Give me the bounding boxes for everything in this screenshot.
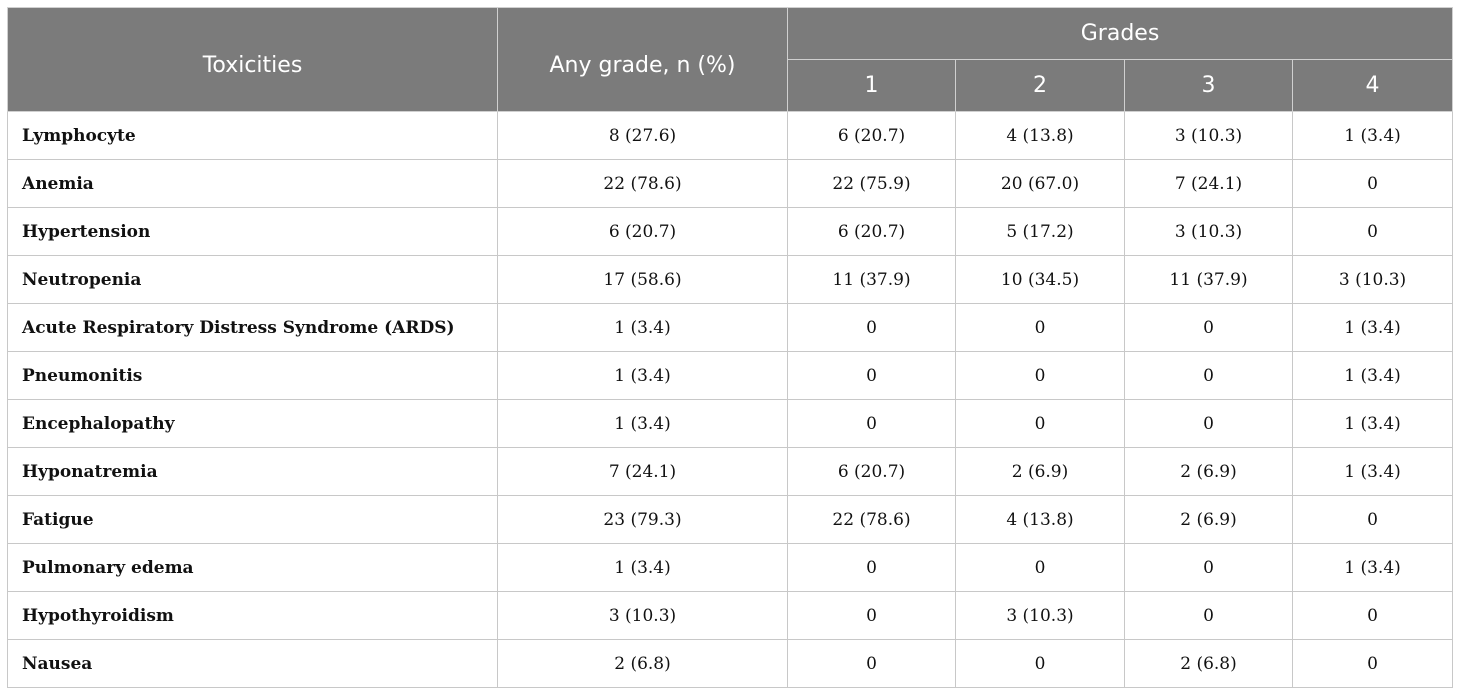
grade-3-cell: 0 <box>1124 399 1293 448</box>
toxicity-name-cell: Pulmonary edema <box>7 543 498 592</box>
grade-2-cell: 3 (10.3) <box>955 591 1125 640</box>
grade-1-cell: 11 (37.9) <box>787 255 956 304</box>
grade-3-cell: 0 <box>1124 543 1293 592</box>
any-grade-cell: 1 (3.4) <box>497 399 788 448</box>
header-any-grade: Any grade, n (%) <box>497 7 788 112</box>
toxicity-name-cell: Hypothyroidism <box>7 591 498 640</box>
grade-3-cell: 3 (10.3) <box>1124 207 1293 256</box>
grade-2-cell: 0 <box>955 351 1125 400</box>
any-grade-cell: 6 (20.7) <box>497 207 788 256</box>
grade-4-cell: 0 <box>1291 495 1454 544</box>
grade-4-cell: 0 <box>1291 591 1454 640</box>
grade-4-cell: 1 (3.4) <box>1291 111 1454 160</box>
any-grade-cell: 17 (58.6) <box>497 255 788 304</box>
toxicity-name-cell: Hyponatremia <box>7 447 498 496</box>
header-grade-1: 1 <box>787 59 956 112</box>
any-grade-cell: 7 (24.1) <box>497 447 788 496</box>
grade-4-cell: 1 (3.4) <box>1291 543 1454 592</box>
table-row: Acute Respiratory Distress Syndrome (ARD… <box>7 303 1454 352</box>
toxicity-name-cell: Acute Respiratory Distress Syndrome (ARD… <box>7 303 498 352</box>
grade-1-cell: 0 <box>787 543 956 592</box>
table-row: Nausea 2 (6.8) 0 0 2 (6.8) 0 <box>7 639 1454 688</box>
grade-2-cell: 4 (13.8) <box>955 111 1125 160</box>
table-row: Hyponatremia 7 (24.1) 6 (20.7) 2 (6.9) 2 (6.… <box>7 447 1454 496</box>
grade-1-cell: 22 (78.6) <box>787 495 956 544</box>
any-grade-cell: 1 (3.4) <box>497 543 788 592</box>
table-row: Neutropenia 17 (58.6) 11 (37.9) 10 (34.5) 11… <box>7 255 1454 304</box>
table-row: Fatigue 23 (79.3) 22 (78.6) 4 (13.8) 2 (6.9)… <box>7 495 1454 544</box>
any-grade-cell: 22 (78.6) <box>497 159 788 208</box>
grade-1-cell: 22 (75.9) <box>787 159 956 208</box>
table-row: Encephalopathy 1 (3.4) 0 0 0 1 (3.4) <box>7 399 1454 448</box>
toxicity-name-cell: Nausea <box>7 639 498 688</box>
grade-2-cell: 5 (17.2) <box>955 207 1125 256</box>
grade-2-cell: 20 (67.0) <box>955 159 1125 208</box>
grade-4-cell: 1 (3.4) <box>1291 351 1454 400</box>
any-grade-cell: 23 (79.3) <box>497 495 788 544</box>
grade-2-cell: 0 <box>955 639 1125 688</box>
toxicity-name-cell: Fatigue <box>7 495 498 544</box>
grade-2-cell: 2 (6.9) <box>955 447 1125 496</box>
toxicity-name-cell: Pneumonitis <box>7 351 498 400</box>
grade-3-cell: 11 (37.9) <box>1124 255 1293 304</box>
toxicity-name-cell: Hypertension <box>7 207 498 256</box>
toxicity-table-container: Toxicities Any grade, n (%) Grades 1 2 3… <box>7 7 1454 688</box>
grade-3-cell: 3 (10.3) <box>1124 111 1293 160</box>
grade-1-cell: 6 (20.7) <box>787 447 956 496</box>
grade-1-cell: 0 <box>787 639 956 688</box>
grade-4-cell: 0 <box>1291 207 1454 256</box>
header-grade-4: 4 <box>1291 59 1454 112</box>
grade-3-cell: 2 (6.9) <box>1124 447 1293 496</box>
any-grade-cell: 8 (27.6) <box>497 111 788 160</box>
any-grade-cell: 2 (6.8) <box>497 639 788 688</box>
grade-1-cell: 6 (20.7) <box>787 207 956 256</box>
grade-2-cell: 4 (13.8) <box>955 495 1125 544</box>
header-toxicities: Toxicities <box>7 7 498 112</box>
header-grades: Grades <box>786 7 1454 60</box>
grade-4-cell: 1 (3.4) <box>1291 303 1454 352</box>
table-body: Lymphocyte 8 (27.6) 6 (20.7) 4 (13.8) 3 (10.… <box>7 111 1454 688</box>
grade-2-cell: 0 <box>955 543 1125 592</box>
any-grade-cell: 1 (3.4) <box>497 351 788 400</box>
grade-3-cell: 2 (6.9) <box>1124 495 1293 544</box>
table-row: Anemia 22 (78.6) 22 (75.9) 20 (67.0) 7 (24.1… <box>7 159 1454 208</box>
grade-1-cell: 0 <box>787 303 956 352</box>
grade-3-cell: 0 <box>1124 351 1293 400</box>
grade-4-cell: 1 (3.4) <box>1291 399 1454 448</box>
grade-3-cell: 0 <box>1124 591 1293 640</box>
grade-4-cell: 0 <box>1291 639 1454 688</box>
table-row: Pneumonitis 1 (3.4) 0 0 0 1 (3.4) <box>7 351 1454 400</box>
grade-3-cell: 2 (6.8) <box>1124 639 1293 688</box>
toxicity-name-cell: Encephalopathy <box>7 399 498 448</box>
grade-3-cell: 0 <box>1124 303 1293 352</box>
grade-1-cell: 0 <box>787 591 956 640</box>
grade-1-cell: 0 <box>787 351 956 400</box>
grade-3-cell: 7 (24.1) <box>1124 159 1293 208</box>
header-grade-3: 3 <box>1124 59 1293 112</box>
table-row: Hypothyroidism 3 (10.3) 0 3 (10.3) 0 0 <box>7 591 1454 640</box>
toxicity-name-cell: Anemia <box>7 159 498 208</box>
table-row: Lymphocyte 8 (27.6) 6 (20.7) 4 (13.8) 3 (10.… <box>7 111 1454 160</box>
toxicity-table: Toxicities Any grade, n (%) Grades 1 2 3… <box>7 7 1454 688</box>
table-row: Pulmonary edema 1 (3.4) 0 0 0 1 (3.4) <box>7 543 1454 592</box>
header-grade-2: 2 <box>955 59 1125 112</box>
any-grade-cell: 3 (10.3) <box>497 591 788 640</box>
grade-2-cell: 10 (34.5) <box>955 255 1125 304</box>
grade-2-cell: 0 <box>955 399 1125 448</box>
grade-2-cell: 0 <box>955 303 1125 352</box>
toxicity-name-cell: Lymphocyte <box>7 111 498 160</box>
table-header: Toxicities Any grade, n (%) Grades 1 2 3… <box>7 7 1454 112</box>
toxicity-name-cell: Neutropenia <box>7 255 498 304</box>
grade-1-cell: 0 <box>787 399 956 448</box>
grade-4-cell: 0 <box>1291 159 1454 208</box>
grade-4-cell: 1 (3.4) <box>1291 447 1454 496</box>
any-grade-cell: 1 (3.4) <box>497 303 788 352</box>
grade-4-cell: 3 (10.3) <box>1291 255 1454 304</box>
grade-1-cell: 6 (20.7) <box>787 111 956 160</box>
table-row: Hypertension 6 (20.7) 6 (20.7) 5 (17.2) 3 (1… <box>7 207 1454 256</box>
